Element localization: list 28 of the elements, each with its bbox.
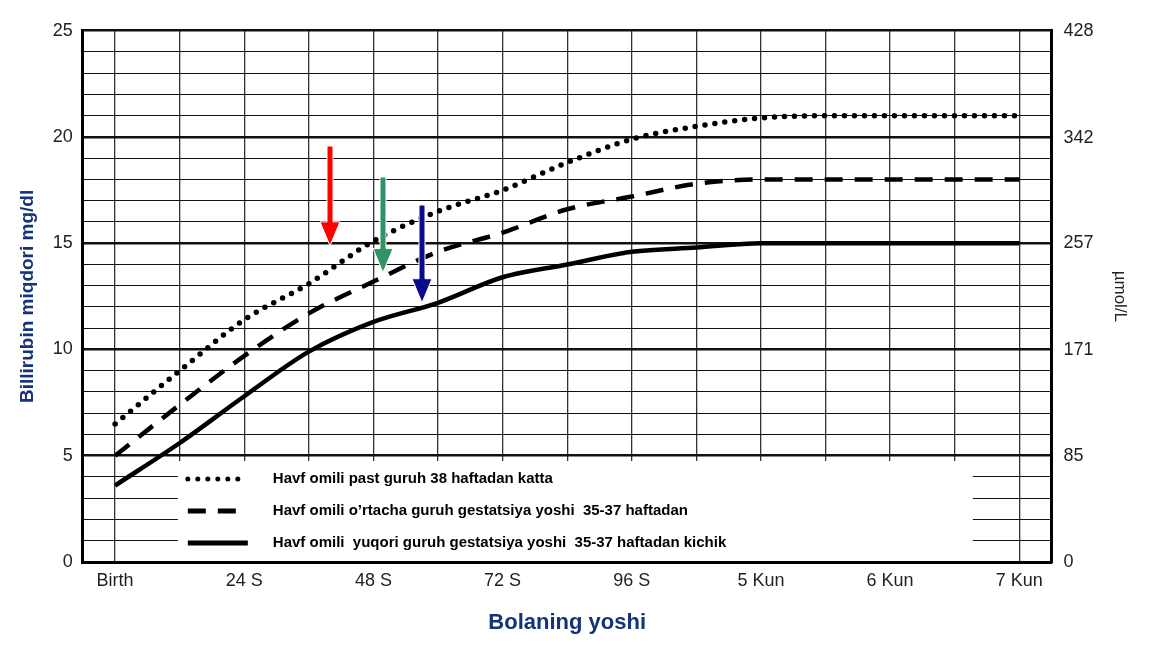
y2-tick-label: 171 <box>1063 338 1094 359</box>
y-tick-label: 0 <box>62 550 73 571</box>
legend-label: Havf omili past guruh 38 haftadan katta <box>272 469 554 487</box>
y-axis-title: Billirubin miqdori mg/dl <box>15 189 37 404</box>
x-tick-label: 24 S <box>225 569 263 590</box>
legend-label: Havf omili o’rtacha guruh gestatsiya yoshi 35-37 haftadan <box>272 501 688 519</box>
y-tick-label: 5 <box>62 444 73 465</box>
y2-tick-label: 428 <box>1063 19 1094 40</box>
x-tick-label: 72 S <box>484 569 522 590</box>
x-tick-label: 5 Kun <box>737 569 785 590</box>
y-tick-label: 10 <box>52 338 73 359</box>
y2-tick-label: 0 <box>1063 550 1074 571</box>
y-tick-label: 15 <box>52 232 73 253</box>
y-tick-label: 25 <box>52 19 73 40</box>
y2-tick-label: 342 <box>1063 126 1094 147</box>
x-axis-title: Bolaning yoshi <box>488 608 647 634</box>
legend-label: Havf omili yuqori guruh gestatsiya yoshi 35-37 haftadan kichik <box>272 533 727 551</box>
y2-tick-label: 257 <box>1063 232 1094 252</box>
line-series <box>112 177 1022 459</box>
x-tick-label: 48 S <box>354 569 392 590</box>
x-tick-label: Birth <box>96 569 134 590</box>
y-tick-label: 20 <box>52 126 73 147</box>
x-tick-label: 6 Kun <box>866 569 914 590</box>
line-series <box>112 241 1022 488</box>
y2-tick-label: 85 <box>1063 445 1084 466</box>
y2-axis-title: µmol/L <box>1111 270 1131 323</box>
x-tick-label: 96 S <box>613 569 651 590</box>
x-tick-label: 7 Kun <box>995 569 1043 590</box>
